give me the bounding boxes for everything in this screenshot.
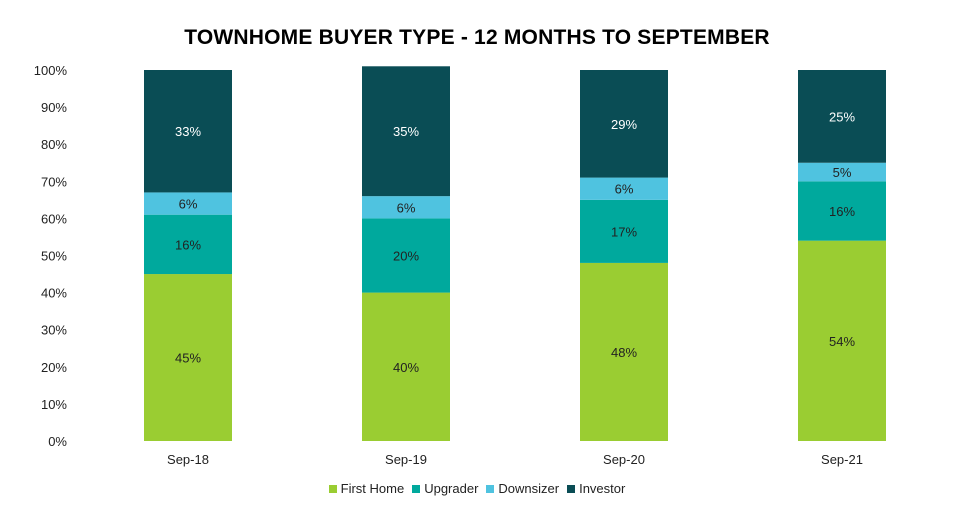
bar-segment-first-home xyxy=(798,240,886,441)
bar-segment-investor xyxy=(580,70,668,178)
data-label: 17% xyxy=(611,224,637,239)
legend-swatch xyxy=(567,484,576,493)
legend-item: First Home xyxy=(328,481,405,496)
data-label: 33% xyxy=(175,124,201,139)
data-label: 20% xyxy=(393,249,419,264)
bar-segment-investor xyxy=(144,70,232,193)
x-tick-label: Sep-19 xyxy=(385,452,427,467)
y-tick-label: 60% xyxy=(41,211,67,226)
y-tick-label: 20% xyxy=(41,360,67,375)
bar-segment-first-home xyxy=(580,262,668,441)
y-tick-label: 30% xyxy=(41,323,67,338)
y-tick-label: 40% xyxy=(41,286,67,301)
legend-item: Upgrader xyxy=(412,481,478,496)
bar-segment-first-home xyxy=(362,292,450,441)
legend-label: First Home xyxy=(340,481,405,496)
bar-segment-upgrader xyxy=(580,199,668,263)
y-tick-label: 100% xyxy=(34,63,68,78)
data-label: 40% xyxy=(393,360,419,375)
data-label: 35% xyxy=(393,124,419,139)
y-tick-label: 90% xyxy=(41,100,67,115)
bar-segment-downsizer xyxy=(144,192,232,215)
data-label: 5% xyxy=(833,165,852,180)
bar-segment-downsizer xyxy=(798,162,886,182)
bar-segment-upgrader xyxy=(144,214,232,275)
y-tick-label: 80% xyxy=(41,137,67,152)
legend-swatch xyxy=(486,484,495,493)
bar-segment-downsizer xyxy=(362,196,450,219)
data-label: 6% xyxy=(615,182,634,197)
y-tick-label: 0% xyxy=(48,434,67,449)
bar-segment-investor xyxy=(798,70,886,163)
bar-segment-upgrader xyxy=(362,218,450,293)
legend-label: Investor xyxy=(579,481,626,496)
legend-swatch xyxy=(328,484,337,493)
bar-segment-first-home xyxy=(144,274,232,441)
x-tick-label: Sep-20 xyxy=(603,452,645,467)
bar-segment-upgrader xyxy=(798,181,886,241)
legend-item: Downsizer xyxy=(486,481,559,496)
data-label: 54% xyxy=(829,334,855,349)
chart-title: TOWNHOME BUYER TYPE - 12 MONTHS TO SEPTE… xyxy=(184,26,770,49)
y-tick-label: 50% xyxy=(41,249,67,264)
x-tick-label: Sep-21 xyxy=(821,452,863,467)
data-label: 29% xyxy=(611,117,637,132)
legend-item: Investor xyxy=(567,481,625,496)
bar-segment-downsizer xyxy=(580,177,668,200)
y-tick-label: 70% xyxy=(41,174,67,189)
chart-legend: First Home Upgrader Downsizer Investor xyxy=(0,481,954,496)
x-tick-label: Sep-18 xyxy=(167,452,209,467)
legend-swatch xyxy=(412,484,421,493)
data-label: 6% xyxy=(179,197,198,212)
bar-segment-investor xyxy=(362,66,450,197)
y-tick-label: 10% xyxy=(41,397,67,412)
data-label: 25% xyxy=(829,109,855,124)
data-label: 45% xyxy=(175,351,201,366)
legend-label: Upgrader xyxy=(424,481,479,496)
data-label: 6% xyxy=(397,200,416,215)
data-label: 48% xyxy=(611,345,637,360)
data-label: 16% xyxy=(829,204,855,219)
data-label: 16% xyxy=(175,237,201,252)
legend-label: Downsizer xyxy=(498,481,560,496)
